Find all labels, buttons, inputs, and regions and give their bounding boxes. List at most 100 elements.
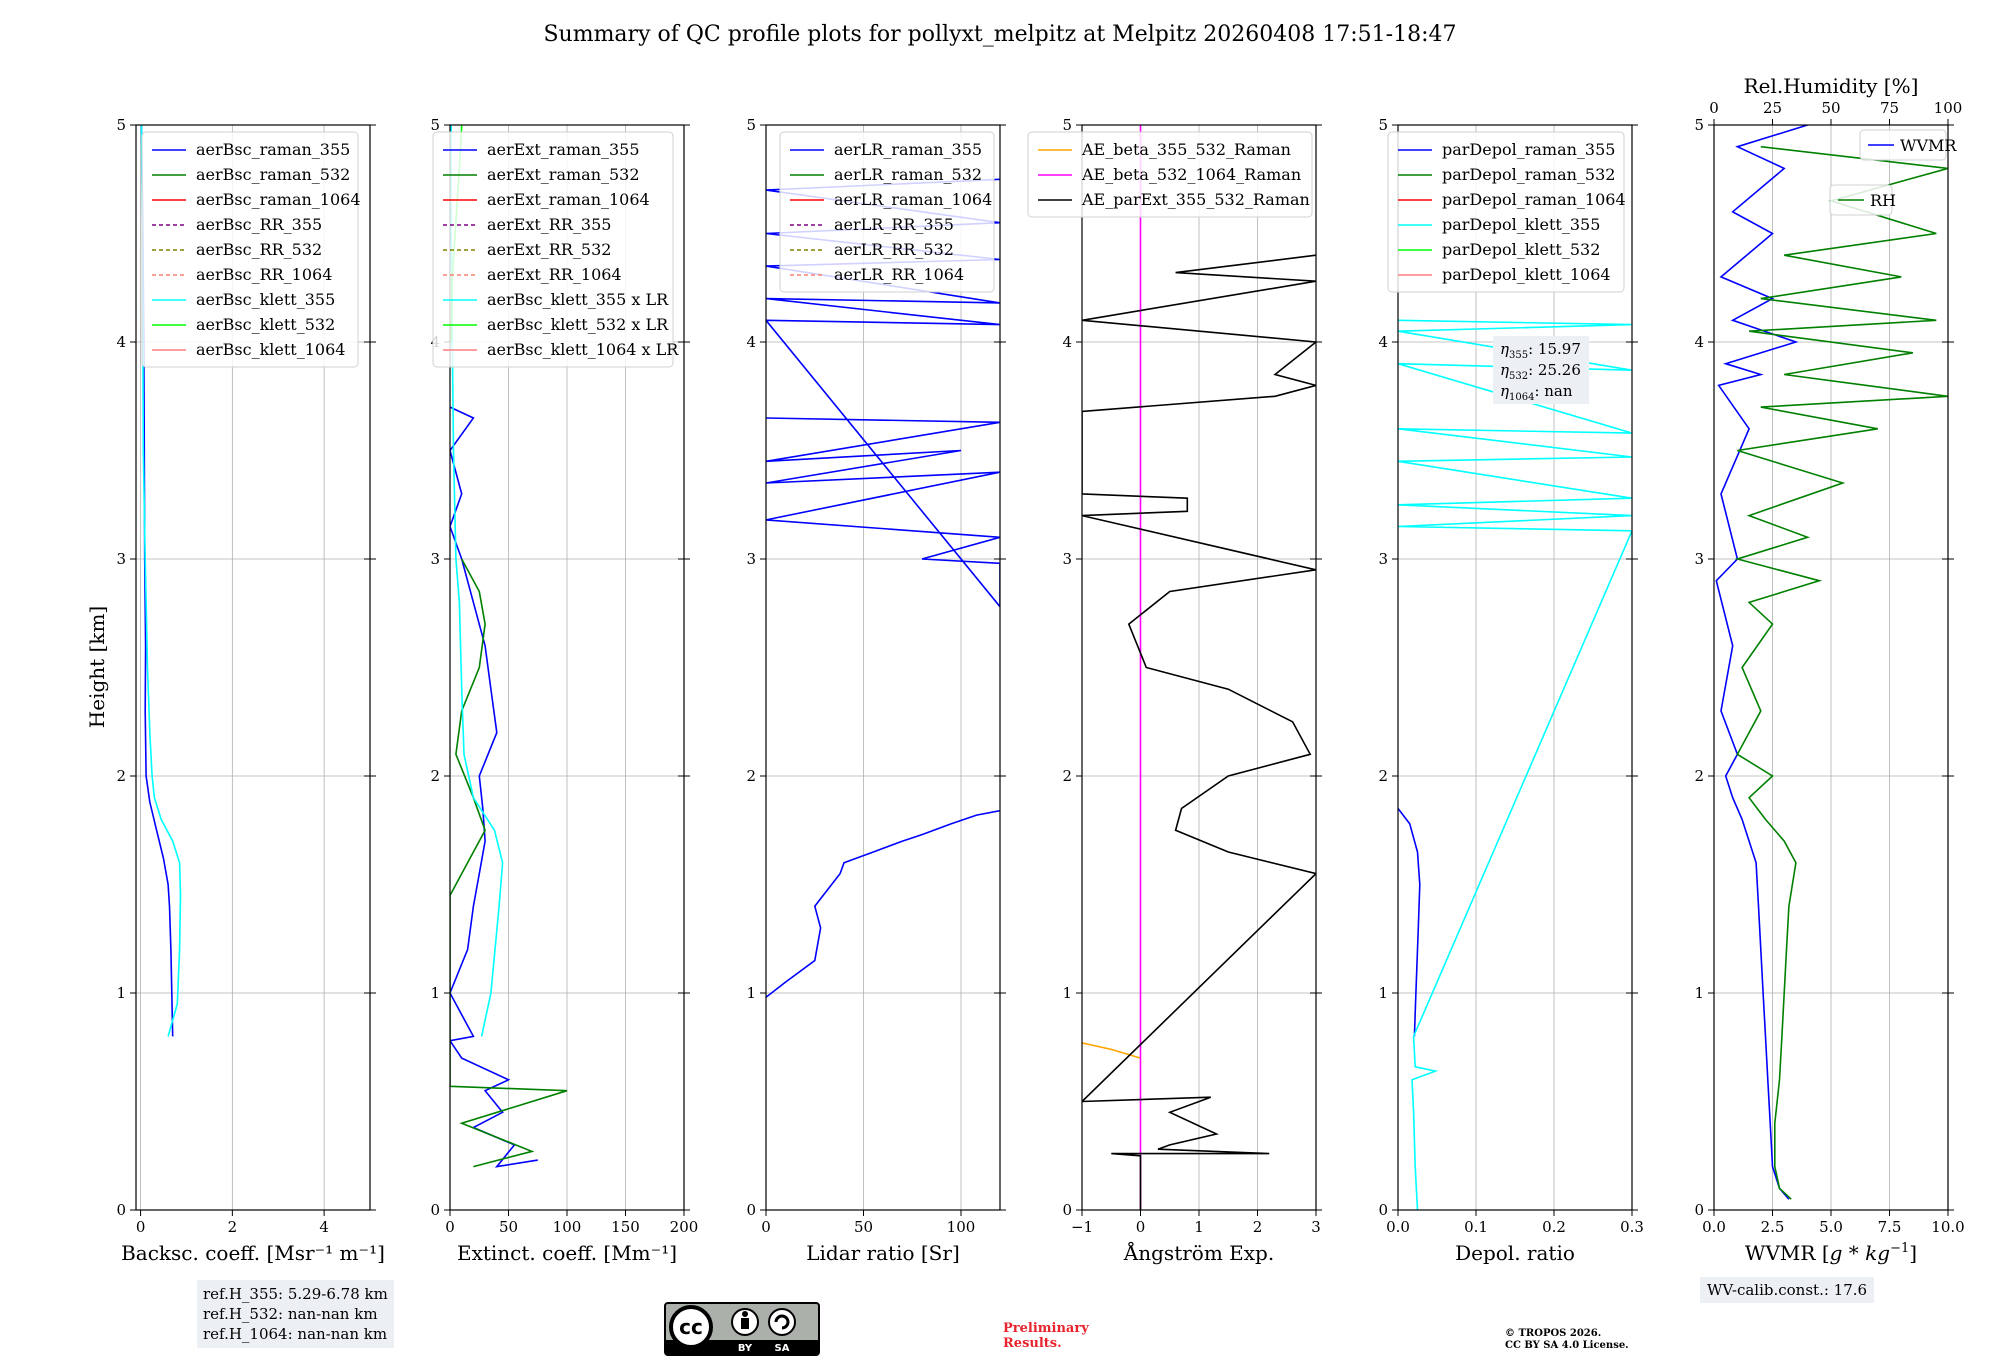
y-tick-label: 3	[430, 550, 440, 568]
top-x-tick-label: 50	[1821, 99, 1840, 117]
y-tick-label: 1	[1694, 984, 1704, 1002]
series-parDepol_klett_355	[1398, 319, 1632, 1210]
legend-label: aerBsc_klett_1064	[196, 340, 345, 359]
x-axis-label: Ångström Exp.	[1123, 1240, 1274, 1265]
legend-box	[432, 131, 674, 368]
legend-label: aerLR_raman_532	[834, 165, 982, 184]
eta-symbol: η	[1500, 382, 1509, 400]
top-x-tick-label: 25	[1763, 99, 1782, 117]
eta-value: : 25.26	[1528, 361, 1581, 379]
legend-label: AE_parExt_355_532_Raman	[1081, 190, 1310, 209]
x-tick-label: 5.0	[1819, 1218, 1843, 1236]
ref-height-355: ref.H_355: 5.29-6.78 km	[203, 1285, 388, 1303]
x-tick-label: 0.3	[1620, 1218, 1644, 1236]
y-tick-label: 5	[1378, 116, 1388, 134]
y-tick-label: 5	[1694, 116, 1704, 134]
legend-box	[141, 131, 359, 368]
y-tick-label: 3	[1062, 550, 1072, 568]
x-axis-label: Extinct. coeff. [Mm⁻¹]	[457, 1241, 677, 1265]
legend-label: aerBsc_klett_532	[196, 315, 335, 334]
legend-label: aerBsc_klett_355	[196, 290, 335, 309]
series-aerBsc_klett_355	[140, 125, 182, 1037]
annotation-line: η355: 15.97	[1500, 340, 1581, 361]
copyright-note: © TROPOS 2026. CC BY SA 4.0 License.	[1505, 1328, 1629, 1352]
y-tick-label: 2	[746, 767, 756, 785]
x-tick-label: 50	[854, 1218, 873, 1236]
legend-label: RH	[1870, 191, 1896, 210]
y-tick-label: 4	[1062, 333, 1072, 351]
legend-label: parDepol_klett_355	[1442, 215, 1600, 234]
x-axis-label: Lidar ratio [Sr]	[806, 1241, 960, 1265]
panel-lidar_ratio: 0 50 100 0 1 2 3 4 5 Lidar ratio [Sr] aerLR_raman_…	[746, 116, 1006, 1265]
legend-label: WVMR	[1900, 136, 1957, 155]
y-tick-label: 4	[116, 333, 126, 351]
x-tick-label: 0.0	[1386, 1218, 1410, 1236]
y-tick-label: 3	[116, 550, 126, 568]
y-tick-label: 1	[116, 984, 126, 1002]
legend: AE_beta_355_532_Raman AE_beta_532_1064_Ra…	[1027, 131, 1313, 218]
axes-frame	[1397, 124, 1633, 1211]
legend-label: aerBsc_klett_532 x LR	[487, 315, 669, 334]
y-tick-label: 3	[746, 550, 756, 568]
series-WVMR	[1715, 125, 1808, 1200]
legend-label: parDepol_raman_1064	[1442, 190, 1626, 209]
series-aerExt_raman_532	[450, 558, 568, 1168]
figure-title: Summary of QC profile plots for pollyxt_…	[543, 22, 1457, 47]
y-tick-label: 4	[746, 333, 756, 351]
x-tick-label: 0	[445, 1218, 455, 1236]
y-tick-label: 3	[1694, 550, 1704, 568]
x-label-part: −1	[1890, 1241, 1909, 1256]
legend-label: aerExt_RR_355	[487, 215, 611, 234]
y-tick-label: 3	[1378, 550, 1388, 568]
preliminary-line-1: Preliminary	[1003, 1321, 1089, 1336]
legend-RH: RH	[1829, 184, 1896, 216]
series-AE_parExt_355_532_Raman	[1082, 254, 1316, 1210]
cc-badge-text: cc	[679, 1315, 703, 1339]
panel-extinction: 050100150200012345Extinct. coeff. [Mm⁻¹]…	[430, 116, 698, 1265]
x-tick-label: −1	[1071, 1218, 1093, 1236]
y-tick-label: 5	[116, 116, 126, 134]
y-tick-label: 0	[430, 1201, 440, 1219]
series-RH	[1734, 145, 1948, 1200]
legend-label: aerBsc_raman_355	[196, 140, 350, 159]
wv-calibration-box: WV-calib.const.: 17.6	[1700, 1277, 1875, 1303]
legend-box	[1027, 131, 1313, 218]
y-tick-label: 2	[1378, 767, 1388, 785]
legend-box	[1859, 129, 1947, 161]
y-tick-label: 5	[430, 116, 440, 134]
preliminary-line-2: Results.	[1003, 1336, 1062, 1351]
x-tick-label: 150	[611, 1218, 640, 1236]
annotation-line: η532: 25.26	[1500, 361, 1581, 382]
x-tick-label: 4	[319, 1218, 329, 1236]
x-tick-label: 100	[947, 1218, 976, 1236]
y-tick-label: 2	[1062, 767, 1072, 785]
panel-backscatter: 0 2 4 0 1 2 3 4 5 Backsc. coeff. [Msr⁻¹ m⁻¹] aerBs…	[116, 116, 384, 1265]
series-parDepol_raman_355	[1398, 808, 1421, 1037]
legend-label: aerLR_raman_1064	[834, 190, 992, 209]
legend-label: aerLR_RR_532	[834, 240, 954, 259]
legend-label: aerBsc_klett_355 x LR	[487, 290, 669, 309]
y-tick-label: 1	[746, 984, 756, 1002]
series-AE_beta_355_532_Raman	[1082, 1042, 1141, 1059]
eta-value: : 15.97	[1528, 340, 1581, 358]
y-tick-label: 1	[1062, 984, 1072, 1002]
legend-label: parDepol_klett_1064	[1442, 265, 1611, 284]
y-tick-label: 0	[116, 1201, 126, 1219]
legend-WVMR: WVMR	[1859, 129, 1957, 161]
eta-subscript: 1064	[1509, 392, 1534, 403]
legend-label: aerExt_RR_1064	[487, 265, 622, 284]
annotation-box	[1493, 336, 1589, 404]
eta-subscript: 532	[1509, 371, 1528, 382]
axes-frame	[765, 124, 1001, 1211]
copyright-line-1: © TROPOS 2026.	[1505, 1328, 1602, 1339]
legend-label: aerExt_raman_355	[487, 140, 640, 159]
legend-label: aerExt_raman_1064	[487, 190, 650, 209]
x-tick-label: 50	[499, 1218, 518, 1236]
ref-height-1064: ref.H_1064: nan-nan km	[203, 1325, 388, 1343]
x-tick-label: 200	[670, 1218, 699, 1236]
series-group	[1715, 125, 1948, 1200]
series-aerLR_raman_355	[766, 809, 1000, 998]
